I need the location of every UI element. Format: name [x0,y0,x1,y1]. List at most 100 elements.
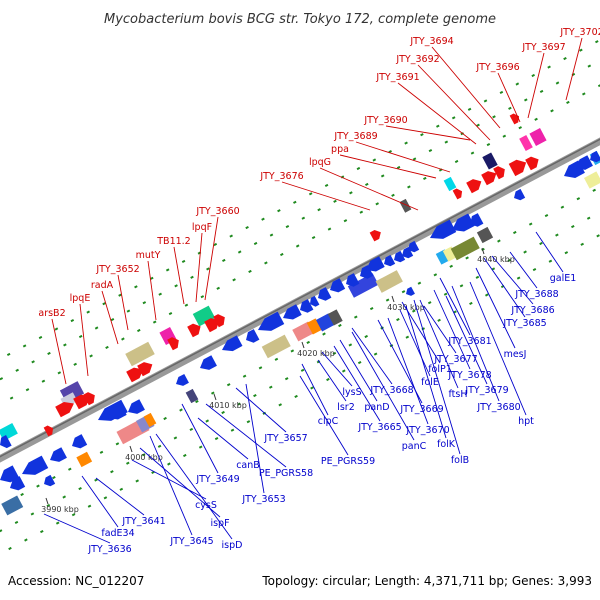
scale-tick-label: 4040 kbp [477,255,515,264]
grid-dot [423,176,427,180]
grid-dot [40,530,44,534]
grid-dot [396,318,400,322]
grid-dot [349,191,353,195]
grid-dot [385,298,390,302]
forward-gene-arrow [493,166,505,180]
reverse-gene-arrow [318,287,332,301]
reverse-gene-label: ispD [222,540,243,551]
reverse-gene-label: lsr2 [337,402,355,413]
feature-box [450,236,480,261]
grid-dot [301,216,306,220]
forward-gene-arrow [508,159,527,177]
feature-box [519,134,533,152]
reverse-gene-arrow [22,455,49,475]
grid-dot [507,258,511,262]
grid-dot [324,183,329,187]
grid-dot [550,109,554,113]
grid-dot [86,310,90,314]
reverse-gene-arrow [128,399,145,414]
grid-dot [94,478,98,482]
grid-dot [310,386,314,390]
reverse-gene-arrow [50,447,67,462]
reverse-gene-arrow [222,335,243,352]
grid-dot [475,275,480,279]
grid-dot [354,315,358,319]
reverse-gene-label: JTY_3686 [510,305,554,316]
grid-dot [465,256,469,260]
grid-dot [427,301,432,305]
grid-dot [158,292,162,296]
grid-dot [576,197,581,201]
reverse-gene-label: JTY_3680 [476,402,520,413]
grid-dot [523,250,527,254]
grid-dot [513,230,517,235]
grid-dot [6,352,11,356]
grid-dot [348,343,353,347]
grid-dot [547,65,551,69]
reverse-gene-arrow [576,155,593,170]
grid-dot [444,140,449,144]
scale-tick-label: 4010 kbp [209,401,247,410]
grid-dot [311,236,316,240]
forward-gene-label: JTY_3696 [475,62,519,73]
reverse-gene-label: hpt [518,416,534,427]
reverse-gene-label: JTY_3641 [121,516,165,527]
forward-gene-arrow [137,362,153,377]
grid-dot [232,278,236,282]
feature-box-group [0,128,600,516]
grid-dot [539,89,544,93]
grid-dot [246,420,251,424]
reverse-gene-label: panC [402,441,427,452]
forward-gene-label: mutY [136,250,161,261]
feature-box [185,388,199,404]
grid-dot [405,335,410,339]
reverse-gene-label: JTY_3645 [169,536,213,547]
forward-gene-label: lpqF [192,222,212,233]
forward-gene-label: JTY_3652 [95,264,139,275]
grid-dot [213,242,218,247]
reverse-gene-arrow [200,355,217,370]
grid-dot [126,461,130,465]
feature-box [584,171,600,189]
feature-box [327,309,343,326]
grid-dot [226,383,231,387]
forward-gene-arrow [126,367,144,383]
grid-dot [586,216,591,220]
grid-dot [417,281,422,285]
grid-dot [137,328,141,333]
grid-dot [278,403,282,407]
grid-dot [179,408,183,412]
reverse-gene-arrow [0,465,20,483]
reverse-gene-arrow [384,254,396,267]
grid-dot [454,159,459,164]
grid-dot [205,419,209,423]
reverse-gene-arrow [283,304,302,320]
feature-box [306,318,322,335]
forward-gene-arrow [83,392,95,406]
genome-backbone [0,137,600,463]
forward-gene-arrow [525,156,539,171]
reverse-gene-label: JTY_3677 [433,354,477,365]
genome-backbone-edge [0,138,600,458]
reverse-gene-label: JTY_3665 [357,422,401,433]
grid-dot [167,462,171,466]
grid-dot [157,444,162,448]
feature-box [399,198,412,213]
grid-dot [497,239,501,243]
reverse-gene-label: canB [236,460,260,471]
grid-dot [483,99,488,103]
feature-box [143,412,157,428]
grid-dot [396,165,401,170]
grid-dot [8,546,12,551]
reverse-gene-label: clpC [318,416,339,427]
grid-dot [63,343,67,347]
reverse-gene-label: JTY_3679 [464,385,508,396]
grid-dot [380,174,385,178]
grid-dot [163,416,167,421]
grid-dot [41,379,46,383]
grid-dot [245,226,249,230]
grid-dot [15,368,19,372]
grid-dot [198,445,203,449]
grid-dot [401,290,406,294]
grid-dot [306,340,310,344]
